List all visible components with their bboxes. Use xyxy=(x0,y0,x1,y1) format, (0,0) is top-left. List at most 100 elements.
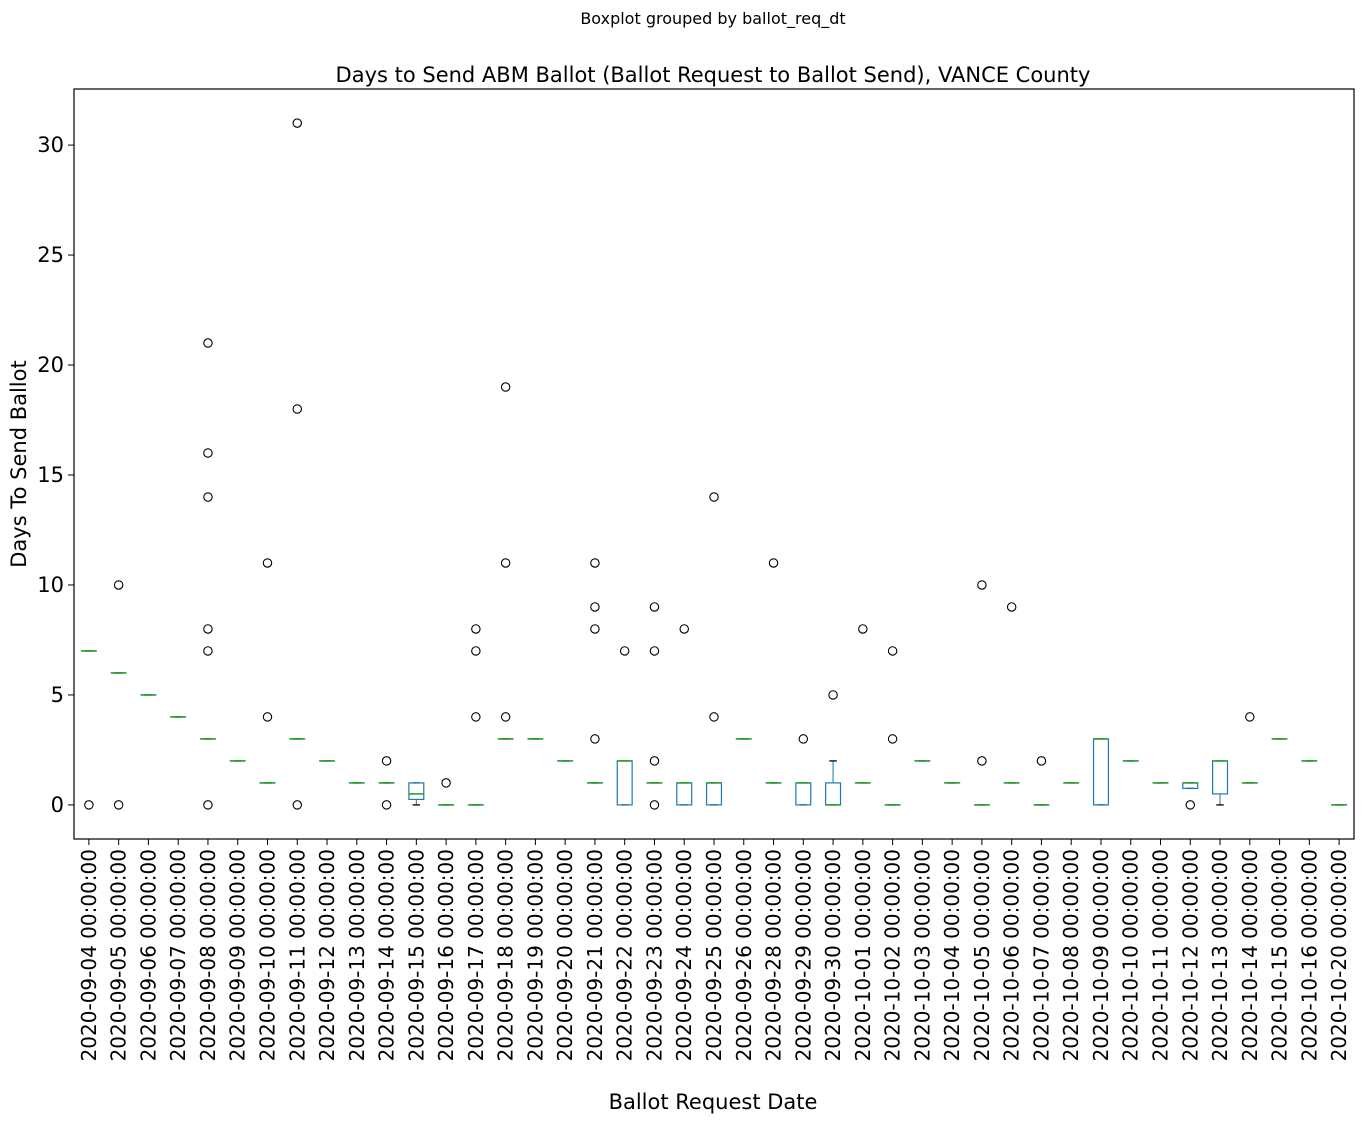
box-group xyxy=(80,650,97,810)
outlier-point xyxy=(203,448,213,458)
outlier-point xyxy=(203,646,213,656)
box xyxy=(1092,738,1110,806)
x-tick-label: 2020-10-14 00:00:00 xyxy=(1238,849,1262,1061)
outlier-point xyxy=(679,624,689,634)
x-tick-label: 2020-10-09 00:00:00 xyxy=(1089,849,1113,1061)
x-tick-label: 2020-10-08 00:00:00 xyxy=(1059,849,1083,1061)
x-tick-label: 2020-09-23 00:00:00 xyxy=(642,849,666,1061)
x-tick-label: 2020-09-16 00:00:00 xyxy=(434,849,458,1061)
x-tick-label: 2020-10-02 00:00:00 xyxy=(881,849,905,1061)
box-group xyxy=(438,778,455,806)
box xyxy=(408,782,425,801)
plot-area xyxy=(80,118,1348,810)
box xyxy=(705,782,723,806)
outlier-point xyxy=(977,580,987,590)
box-group xyxy=(765,558,782,784)
x-tick-label: 2020-09-25 00:00:00 xyxy=(702,849,726,1061)
x-tick-label: 2020-09-09 00:00:00 xyxy=(226,849,250,1061)
y-axis-label: Days To Send Ballot xyxy=(7,360,31,567)
box-group xyxy=(378,756,395,810)
outlier-point xyxy=(500,382,511,392)
plot-frame xyxy=(73,88,1355,840)
outlier-point xyxy=(113,580,124,590)
outlier-point xyxy=(828,690,838,700)
x-tick-label: 2020-10-12 00:00:00 xyxy=(1178,849,1202,1061)
x-tick-label: 2020-10-16 00:00:00 xyxy=(1297,849,1321,1061)
y-tick-label: 30 xyxy=(37,133,64,157)
x-tick-label: 2020-09-18 00:00:00 xyxy=(494,849,518,1061)
outlier-point xyxy=(471,712,481,722)
outlier-point xyxy=(768,558,779,568)
box-group xyxy=(259,558,276,784)
box xyxy=(1182,782,1199,790)
box-group xyxy=(408,782,425,806)
outlier-point xyxy=(1006,602,1017,612)
box-group xyxy=(199,338,216,810)
outlier-point xyxy=(292,800,303,810)
outlier-point xyxy=(858,624,868,634)
outlier-point xyxy=(590,558,600,568)
chart-suptitle: Boxplot grouped by ballot_req_dt xyxy=(580,9,845,29)
outlier-point xyxy=(709,492,719,502)
outlier-point xyxy=(649,800,660,810)
outlier-point xyxy=(887,646,898,656)
x-tick-label: 2020-10-10 00:00:00 xyxy=(1119,849,1143,1061)
x-tick-label: 2020-10-04 00:00:00 xyxy=(940,849,964,1061)
outlier-point xyxy=(292,118,303,128)
x-tick-label: 2020-09-19 00:00:00 xyxy=(523,849,547,1061)
box-group xyxy=(1033,756,1050,806)
x-tick-label: 2020-09-29 00:00:00 xyxy=(791,849,815,1061)
outlier-point xyxy=(500,712,511,722)
x-tick-label: 2020-09-04 00:00:00 xyxy=(77,849,101,1061)
x-tick-label: 2020-09-08 00:00:00 xyxy=(196,849,220,1061)
x-tick-label: 2020-10-05 00:00:00 xyxy=(970,849,994,1061)
x-tick-label: 2020-09-26 00:00:00 xyxy=(732,849,756,1061)
x-tick-label: 2020-10-06 00:00:00 xyxy=(1000,849,1024,1061)
y-tick-label: 0 xyxy=(51,793,64,817)
x-axis-label: Ballot Request Date xyxy=(609,1090,818,1114)
x-tick-label: 2020-10-20 00:00:00 xyxy=(1327,849,1351,1061)
x-tick-label: 2020-09-07 00:00:00 xyxy=(166,849,190,1061)
box xyxy=(616,760,633,806)
outlier-point xyxy=(649,646,660,656)
outlier-point xyxy=(709,712,719,722)
outlier-point xyxy=(381,756,392,766)
box-group xyxy=(467,624,484,806)
outlier-point xyxy=(203,492,213,502)
outlier-point xyxy=(1185,800,1196,810)
box-group xyxy=(884,646,901,806)
box-group xyxy=(110,580,127,810)
outlier-point xyxy=(590,602,600,612)
chart-title: Days to Send ABM Ballot (Ballot Request … xyxy=(336,63,1091,87)
x-axis: 2020-09-04 00:00:00 2020-09-05 00:00:00 20… xyxy=(77,839,1351,1061)
x-tick-label: 2020-10-11 00:00:00 xyxy=(1149,849,1173,1061)
outlier-point xyxy=(590,624,600,634)
x-tick-label: 2020-09-10 00:00:00 xyxy=(255,849,279,1061)
x-tick-label: 2020-09-05 00:00:00 xyxy=(107,849,131,1061)
box-group xyxy=(1092,738,1110,806)
y-tick-label: 15 xyxy=(37,463,64,487)
outlier-point xyxy=(471,646,481,656)
box-group xyxy=(973,580,990,806)
box-group xyxy=(854,624,871,784)
box-group xyxy=(795,734,812,806)
outlier-point xyxy=(977,756,987,766)
box-group xyxy=(497,382,514,740)
box xyxy=(825,782,842,806)
outlier-point xyxy=(887,734,898,744)
box-group xyxy=(646,602,663,810)
outlier-point xyxy=(798,734,809,744)
outlier-point xyxy=(262,712,273,722)
outlier-point xyxy=(203,338,213,348)
outlier-point xyxy=(203,800,213,810)
box-group xyxy=(1003,602,1020,784)
x-tick-label: 2020-09-06 00:00:00 xyxy=(136,849,160,1061)
y-tick-label: 25 xyxy=(37,243,64,267)
outlier-point xyxy=(203,624,213,634)
x-tick-label: 2020-09-17 00:00:00 xyxy=(464,849,488,1061)
outlier-point xyxy=(649,756,660,766)
x-tick-label: 2020-09-24 00:00:00 xyxy=(672,849,696,1061)
box-group xyxy=(586,558,603,784)
x-tick-label: 2020-09-13 00:00:00 xyxy=(345,849,369,1061)
